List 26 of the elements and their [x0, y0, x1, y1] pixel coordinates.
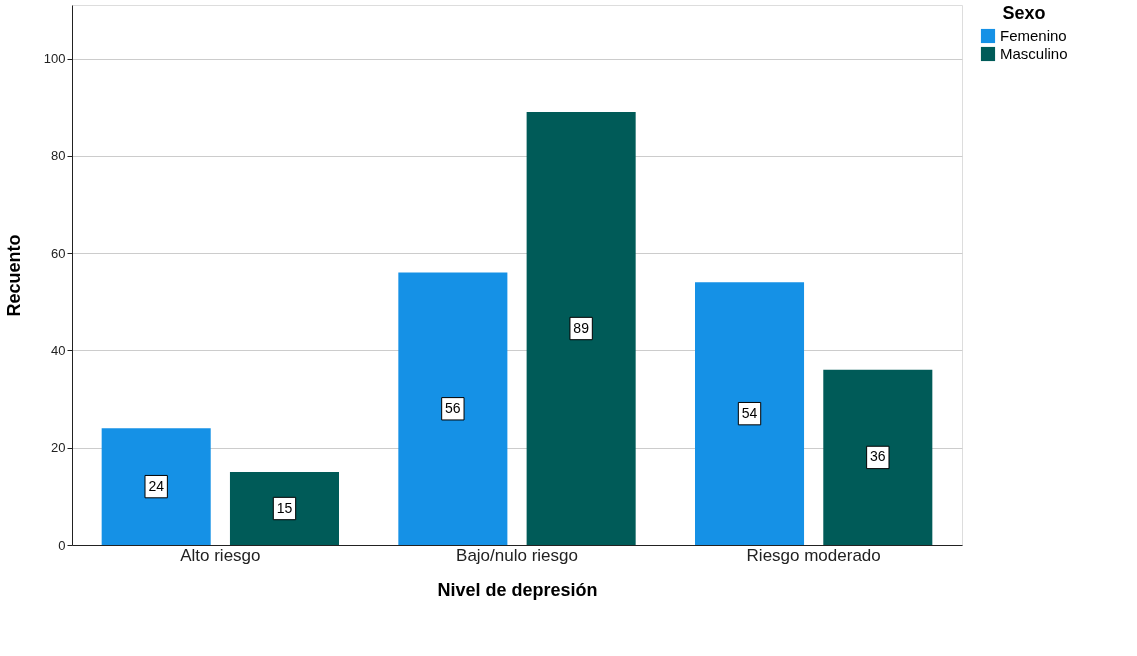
y-tick-label: 80 [51, 148, 66, 164]
bar [823, 369, 933, 545]
y-tick-label: 100 [43, 51, 66, 67]
bar [526, 112, 636, 545]
legend-label: Femenino [1000, 27, 1067, 44]
bar [398, 272, 508, 545]
y-tick-label: 60 [51, 245, 66, 261]
bar [695, 282, 805, 545]
y-tick-label: 0 [58, 537, 66, 553]
x-tick-label: Riesgo moderado [746, 545, 881, 565]
legend-title: Sexo [1002, 3, 1046, 23]
bar [229, 472, 339, 545]
data-label: 24 [148, 477, 165, 494]
y-axis-title: Recuento [3, 234, 24, 317]
y-tick-label: 40 [51, 342, 66, 358]
data-label: 89 [573, 319, 590, 336]
y-tick-label: 20 [51, 440, 66, 456]
bar [101, 428, 211, 545]
data-label: 56 [445, 399, 461, 416]
x-axis-title: Nivel de depresión [437, 579, 598, 600]
x-tick-label: Bajo/nulo riesgo [456, 545, 578, 565]
legend-label: Masculino [1000, 45, 1068, 62]
x-tick-label: Alto riesgo [180, 545, 261, 565]
data-label: 15 [276, 499, 293, 516]
data-label: 54 [741, 404, 758, 421]
data-label: 36 [870, 448, 886, 465]
